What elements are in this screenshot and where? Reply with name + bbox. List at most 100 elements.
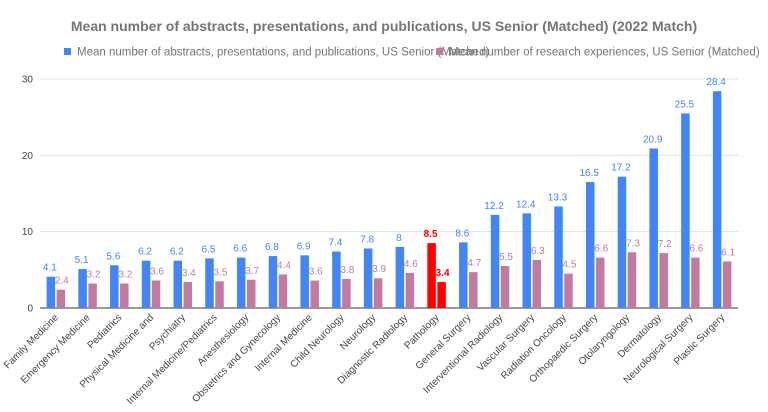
legend-swatch-series-1 (64, 48, 71, 55)
bar-series-2 (215, 281, 224, 308)
bar-series-1 (78, 269, 87, 308)
data-label-series-1: 12.2 (484, 201, 504, 212)
bar-series-1 (46, 276, 56, 308)
bar-series-1 (681, 113, 690, 308)
x-tick-label: General Surgery (414, 312, 474, 372)
data-label-series-2: 7.3 (626, 238, 640, 249)
bar-series-1 (236, 257, 246, 308)
data-label-series-2: 4.5 (563, 260, 577, 271)
data-label-series-2: 4.4 (277, 260, 291, 271)
bar-series-1 (205, 258, 214, 308)
bar-series-1 (141, 260, 151, 308)
data-label-series-1: 20.9 (643, 134, 663, 145)
data-label-series-1: 4.1 (43, 263, 57, 274)
bar-series-1 (363, 248, 373, 308)
data-label-series-1: 7.4 (328, 238, 342, 249)
bar-series-1 (712, 91, 722, 308)
legend: Mean number of abstracts, presentations,… (64, 47, 760, 59)
bar-series-1 (110, 265, 119, 308)
data-label-series-1: 5.1 (75, 255, 89, 266)
data-labels: 4.1 2.4 5.1 3.2 5.6 3.2 6.2 3.6 6.2 3.4 6.5 3.5 6.6 3… (43, 77, 736, 286)
bar-series-2 (310, 280, 319, 308)
bar-series-2 (120, 283, 129, 308)
bar-series-2 (151, 280, 161, 308)
data-label-series-1: 8 (396, 233, 402, 244)
bar-series-1 (268, 256, 278, 308)
data-label-series-1: 25.5 (675, 99, 695, 110)
bar-series-1 (300, 255, 309, 308)
bar-series-2 (246, 279, 256, 308)
data-label-series-2: 6.6 (594, 244, 608, 255)
bar-series-1 (522, 213, 532, 308)
data-label-series-1: 8.5 (424, 229, 438, 240)
data-label-series-1: 12.4 (516, 199, 536, 210)
bar-series-2 (691, 257, 700, 308)
x-tick-label: Internal Medicine (253, 312, 315, 374)
bar-series-2 (183, 282, 193, 308)
data-label-series-1: 8.6 (455, 228, 469, 239)
data-label-series-2: 5.5 (499, 252, 513, 263)
data-label-series-1: 5.6 (106, 251, 120, 262)
bar-series-2 (469, 272, 478, 308)
data-label-series-1: 6.9 (297, 241, 311, 252)
data-label-series-2: 4.6 (404, 259, 418, 270)
bar-series-1 (427, 243, 436, 308)
legend-label-series-2: Mean number of research experiences, US … (449, 47, 760, 59)
bar-series-2 (500, 266, 510, 308)
bar-series-1 (649, 148, 658, 308)
bar-series-1 (585, 182, 595, 308)
data-label-series-1: 16.5 (579, 168, 599, 179)
bar-series-2 (56, 289, 66, 308)
data-label-series-2: 3.6 (309, 267, 323, 278)
bar-series-2 (373, 278, 383, 308)
data-label-series-2: 3.7 (245, 266, 259, 277)
bar-series-1 (332, 251, 341, 308)
bar-series-2 (564, 273, 573, 308)
data-label-series-2: 3.4 (182, 268, 196, 279)
bars (46, 91, 732, 308)
data-label-series-2: 3.2 (87, 270, 101, 281)
data-label-series-2: 7.2 (658, 239, 672, 250)
data-label-series-1: 7.8 (360, 234, 374, 245)
data-label-series-2: 3.2 (118, 270, 132, 281)
legend-swatch-series-2 (436, 48, 443, 55)
bar-series-1 (173, 260, 183, 308)
data-label-series-2: 6.3 (531, 246, 545, 257)
data-label-series-1: 13.3 (548, 192, 568, 203)
data-label-series-2: 3.4 (436, 268, 450, 279)
bar-series-2 (722, 261, 732, 308)
x-tick-label: Family Medicine (2, 312, 61, 371)
legend-label-series-1: Mean number of abstracts, presentations,… (77, 47, 489, 59)
data-label-series-2: 4.7 (467, 258, 481, 269)
data-label-series-2: 3.6 (150, 267, 164, 278)
bar-series-1 (395, 246, 405, 308)
bar-series-1 (554, 206, 563, 308)
data-label-series-2: 3.5 (214, 267, 228, 278)
data-label-series-2: 6.6 (689, 244, 703, 255)
data-label-series-1: 17.2 (611, 163, 631, 174)
bar-series-2 (627, 252, 637, 308)
bar-series-2 (595, 257, 605, 308)
data-label-series-1: 6.2 (170, 247, 184, 258)
data-label-series-1: 6.6 (233, 244, 247, 255)
bar-series-2 (437, 282, 446, 308)
data-label-series-1: 6.8 (265, 242, 279, 253)
data-label-series-2: 3.8 (340, 265, 354, 276)
bar-series-2 (405, 272, 415, 308)
data-label-series-1: 28.4 (706, 77, 726, 88)
data-label-series-2: 6.1 (721, 247, 735, 258)
chart-title: Mean number of abstracts, presentations,… (71, 18, 697, 34)
y-tick-label: 20 (22, 151, 34, 162)
bar-series-2 (88, 283, 97, 308)
data-label-series-2: 3.9 (372, 264, 386, 275)
y-tick-label: 10 (22, 227, 34, 238)
bar-series-2 (278, 274, 288, 308)
bar-series-1 (490, 214, 500, 308)
bar-series-1 (459, 242, 468, 308)
data-label-series-1: 6.2 (138, 247, 152, 258)
bar-series-2 (659, 253, 668, 308)
bar-series-2 (342, 278, 351, 308)
y-tick-label: 0 (27, 304, 33, 315)
